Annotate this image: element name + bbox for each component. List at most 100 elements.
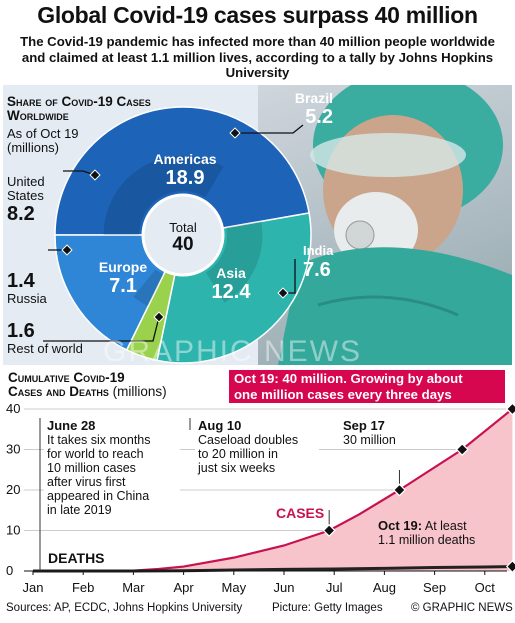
leader-marker xyxy=(89,169,101,181)
us-label: United States 8.2 xyxy=(7,174,45,226)
annotation-june: June 28 It takes six months for world to … xyxy=(44,418,180,518)
india-label: India 7.6 xyxy=(303,243,343,281)
share-panel: Share of Covid-19 Cases Worldwide As of … xyxy=(3,85,512,365)
ring-brazil xyxy=(160,155,224,198)
annotation-june-line-6: in late 2019 xyxy=(47,503,112,517)
annotation-aug-text: Caseload doubles to 20 million in just six… xyxy=(198,433,316,475)
cumulative-heading: Cumulative Covid-19 Cases and Deaths (mi… xyxy=(8,371,167,399)
ring-india xyxy=(205,221,263,303)
share-heading-line2: Worldwide xyxy=(7,108,69,123)
leader-rest-of-world xyxy=(43,316,160,342)
russia-name: Russia xyxy=(7,291,47,306)
share-asof: As of Oct 19 xyxy=(7,126,79,141)
leader-marker xyxy=(277,287,289,299)
us-value: 8.2 xyxy=(7,203,35,225)
annotation-aug-line-3: just six weeks xyxy=(198,461,276,475)
annotation-oct: Oct 19: At least 1.1 million deaths xyxy=(375,518,499,548)
annotation-june-line-4: after virus first xyxy=(47,475,126,489)
annotation-sep-date: Sep 17 xyxy=(343,418,385,433)
share-heading: Share of Covid-19 Cases Worldwide xyxy=(7,95,151,123)
us-name-line2: States xyxy=(7,188,44,203)
leader-marker xyxy=(61,244,73,256)
americas-label: Americas 18.9 xyxy=(145,151,225,189)
annotation-oct-first: At least xyxy=(424,519,467,533)
footer-picture: Picture: Getty Images xyxy=(272,602,383,614)
annotation-june-line-3: 10 million cases xyxy=(47,461,136,475)
y-tick-label: 30 xyxy=(6,442,20,457)
watermark: GRAPHIC NEWS xyxy=(103,335,363,365)
x-tick-label: Apr xyxy=(173,580,194,595)
y-tick-label: 40 xyxy=(6,401,20,416)
annotation-oct-date: Oct 19: xyxy=(378,518,423,533)
ring-russia xyxy=(133,269,164,307)
annotation-aug-date: Aug 10 xyxy=(198,418,242,433)
cases-area xyxy=(33,409,513,571)
rest-of-world-label: 1.6 Rest of world xyxy=(7,320,83,356)
banner-line1: Oct 19: 40 million. Growing by about xyxy=(234,371,463,386)
x-tick-label: Aug xyxy=(373,580,396,595)
rest-of-world-value: 1.6 xyxy=(7,320,35,342)
annotation-oct-line-1: 1.1 million deaths xyxy=(378,533,476,547)
annotation-aug-line-1: Caseload doubles xyxy=(198,433,299,447)
x-tick-label: Jul xyxy=(326,580,343,595)
health-worker-illustration xyxy=(278,85,512,365)
donut-center xyxy=(141,193,225,277)
cumulative-unit: (millions) xyxy=(112,384,167,399)
brazil-value: 5.2 xyxy=(305,106,333,128)
annotation-june-line-5: appeared in China xyxy=(47,489,150,503)
cumulative-heading-line1: Cumulative Covid-19 xyxy=(8,370,125,385)
russia-value: 1.4 xyxy=(7,270,35,292)
leader-marker xyxy=(229,127,241,139)
share-heading-line1: Share of Covid-19 Cases xyxy=(7,94,151,109)
europe-label: Europe 7.1 xyxy=(88,259,158,297)
brazil-name: Brazil xyxy=(294,90,333,106)
americas-value: 18.9 xyxy=(165,167,205,189)
americas-name: Americas xyxy=(153,151,217,167)
cases-label: CASES xyxy=(276,505,325,521)
rest-of-world-name: Rest of world xyxy=(7,341,83,356)
leader-brazil xyxy=(235,124,304,134)
data-marker xyxy=(505,402,515,416)
deaths-label: DEATHS xyxy=(46,550,107,566)
x-tick-label: Jan xyxy=(23,580,44,595)
footer-credit: © GRAPHIC NEWS xyxy=(411,602,513,614)
x-tick-label: Mar xyxy=(122,580,145,595)
main-title: Global Covid-19 cases surpass 40 million xyxy=(37,2,478,28)
x-tick-label: Oct xyxy=(475,580,496,595)
banner-line2: one million cases every three days xyxy=(234,387,452,402)
annotation-june-line-2: for world to reach xyxy=(47,447,144,461)
share-unit: (millions) xyxy=(7,140,59,155)
total-label: Total xyxy=(169,220,197,235)
x-tick-label: Jun xyxy=(274,580,295,595)
annotation-june-text: It takes six months for world to reach 10 … xyxy=(47,433,177,517)
europe-name: Europe xyxy=(98,259,148,275)
y-tick-label: 0 xyxy=(6,563,13,578)
india-name: India xyxy=(303,243,334,258)
x-tick-label: May xyxy=(222,580,247,595)
total-value: 40 xyxy=(172,234,194,255)
annotation-june-line-1: It takes six months xyxy=(47,433,151,447)
x-tick-label: Feb xyxy=(72,580,94,595)
annotation-aug-line-2: to 20 million in xyxy=(198,447,278,461)
photo-health-worker xyxy=(258,85,512,365)
donut-chart xyxy=(43,106,312,364)
annotation-oct-text: 1.1 million deaths xyxy=(378,533,496,547)
highlight-banner: Oct 19: 40 million. Growing by about one… xyxy=(229,370,505,403)
data-marker xyxy=(392,483,406,497)
annotation-aug: Aug 10 Caseload doubles to 20 million in j… xyxy=(195,418,319,476)
footer-sources: Sources: AP, ECDC, Johns Hopkins Univers… xyxy=(6,602,243,614)
europe-value: 7.1 xyxy=(109,275,137,297)
us-name-line1: United xyxy=(7,174,45,189)
russia-label: 1.4 Russia xyxy=(7,270,47,306)
brazil-label: Brazil 5.2 xyxy=(273,90,333,128)
x-tick-label: Sep xyxy=(423,580,446,595)
y-tick-label: 20 xyxy=(6,482,20,497)
leader-marker xyxy=(153,311,165,323)
subtitle: The Covid-19 pandemic has infected more … xyxy=(20,34,495,80)
asia-value: 12.4 xyxy=(211,281,251,303)
data-marker xyxy=(322,523,336,538)
asia-label: Asia 12.4 xyxy=(201,265,261,303)
annotation-sep: Sep 17 30 million xyxy=(340,418,431,448)
data-marker xyxy=(505,560,515,574)
india-value: 7.6 xyxy=(303,259,331,281)
